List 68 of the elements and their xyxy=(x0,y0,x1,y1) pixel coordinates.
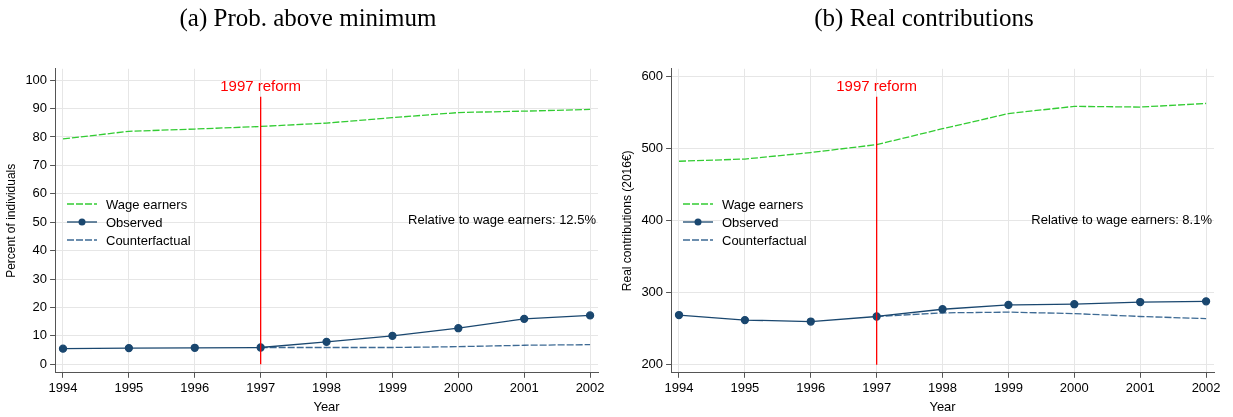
x-tick-label: 1995 xyxy=(730,380,760,396)
y-tick-label: 600 xyxy=(641,67,664,83)
line-series xyxy=(62,108,591,140)
y-tick-label: 70 xyxy=(32,156,48,172)
point xyxy=(1070,300,1079,309)
x-tick-label: 1994 xyxy=(48,380,78,396)
point xyxy=(520,314,529,323)
y-axis-title: Real contributions (2016€) xyxy=(619,150,634,292)
y-tick-label: 30 xyxy=(32,270,48,286)
y-tick-label: 20 xyxy=(32,299,48,315)
x-tick-label: 1997 xyxy=(862,380,892,396)
x-tick-label: 1996 xyxy=(180,380,210,396)
point xyxy=(1004,300,1013,310)
legend-label: Observed xyxy=(106,214,163,230)
y-tick-label: 300 xyxy=(641,284,664,300)
y-tick-label: 10 xyxy=(32,327,48,343)
x-tick-label: 2001 xyxy=(509,380,539,396)
point xyxy=(190,343,199,352)
y-tick-label: 80 xyxy=(32,128,48,144)
x-tick-label: 1998 xyxy=(928,380,958,396)
y-axis-title: Percent of individuals xyxy=(3,163,18,278)
chart-title: (a) Prob. above minimum xyxy=(178,4,438,32)
y-tick-label: 400 xyxy=(641,212,664,228)
y-tick-label: 100 xyxy=(25,71,48,87)
y-tick-label: 50 xyxy=(32,213,48,229)
x-tick-label: 1994 xyxy=(664,380,694,396)
line-series xyxy=(678,102,1207,162)
point xyxy=(124,343,134,353)
x-axis-title: Year xyxy=(929,398,957,414)
y-tick-label: 0 xyxy=(39,355,48,371)
point xyxy=(1201,297,1211,306)
y-tick-label: 200 xyxy=(641,356,664,372)
chart-title: (b) Real contributions xyxy=(813,4,1035,32)
x-tick-label: 1998 xyxy=(312,380,342,396)
legend-label: Counterfactual xyxy=(106,232,191,248)
y-tick-label: 90 xyxy=(32,100,48,116)
legend-label: Observed xyxy=(722,214,779,230)
point xyxy=(674,310,684,320)
point xyxy=(322,337,331,346)
x-tick-label: 2000 xyxy=(1059,380,1089,396)
point xyxy=(58,344,68,353)
x-tick-label: 1996 xyxy=(796,380,826,396)
x-tick-label: 2002 xyxy=(1191,380,1221,396)
point xyxy=(740,315,750,325)
x-axis-title: Year xyxy=(313,398,341,414)
x-tick-label: 1995 xyxy=(114,380,144,396)
point xyxy=(585,311,595,320)
point xyxy=(806,317,815,326)
y-tick-label: 60 xyxy=(32,185,48,201)
point xyxy=(1136,297,1145,307)
annotation: Relative to wage earners: 8.1% xyxy=(1031,212,1213,228)
legend-label: Counterfactual xyxy=(722,232,807,248)
x-tick-label: 1997 xyxy=(246,380,276,396)
x-tick-label: 2001 xyxy=(1125,380,1155,396)
x-tick-label: 1999 xyxy=(377,380,407,396)
x-tick-label: 2002 xyxy=(575,380,605,396)
annotation: Relative to wage earners: 12.5% xyxy=(408,212,597,228)
legend-label: Wage earners xyxy=(106,196,188,212)
y-tick-label: 40 xyxy=(32,242,48,258)
point xyxy=(388,331,397,341)
x-tick-label: 1999 xyxy=(993,380,1023,396)
legend-label: Wage earners xyxy=(722,196,804,212)
point xyxy=(938,305,947,314)
x-tick-label: 2000 xyxy=(443,380,473,396)
y-tick-label: 500 xyxy=(641,139,664,155)
point xyxy=(454,324,463,333)
ref-line-label: 1997 reform xyxy=(220,77,302,95)
ref-line-label: 1997 reform xyxy=(836,77,918,95)
